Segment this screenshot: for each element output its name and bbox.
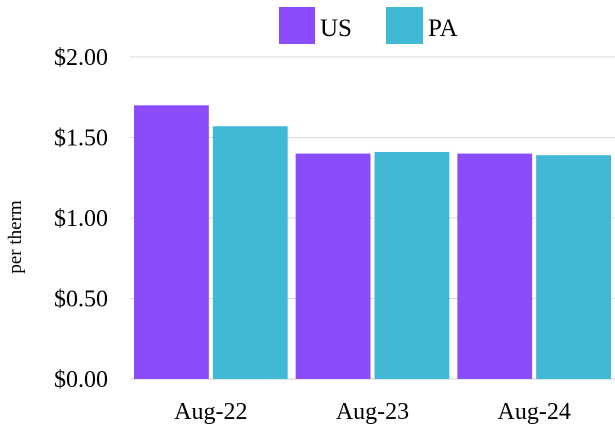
legend-item-us: US xyxy=(279,7,352,44)
legend: US PA xyxy=(279,7,458,44)
legend-swatch-us xyxy=(279,7,315,44)
legend-swatch-pa xyxy=(386,7,423,44)
y-axis-title: per therm xyxy=(5,200,26,274)
bar-pa-aug-22 xyxy=(212,126,288,379)
bar-pa-aug-24 xyxy=(536,155,611,379)
bars xyxy=(134,105,611,380)
x-tick-label: Aug-22 xyxy=(174,399,247,425)
x-tick-label: Aug-24 xyxy=(498,399,571,425)
y-tick-label: $1.00 xyxy=(54,206,108,232)
bar-pa-aug-23 xyxy=(374,151,450,379)
y-tick-label: $0.50 xyxy=(54,287,108,313)
y-tick-label: $1.50 xyxy=(54,126,108,152)
x-tick-label: Aug-23 xyxy=(336,399,409,425)
bar-us-aug-23 xyxy=(295,153,371,379)
bar-us-aug-24 xyxy=(457,153,533,379)
x-axis: Aug-22 Aug-23 Aug-24 xyxy=(174,399,571,425)
y-axis: per therm $0.00 $0.50 $1.00 $1.50 $2.00 xyxy=(5,45,108,393)
y-tick-label: $2.00 xyxy=(54,45,108,71)
gridlines xyxy=(130,56,615,380)
legend-label-us: US xyxy=(320,15,352,42)
legend-label-pa: PA xyxy=(428,15,458,42)
y-tick-label: $0.00 xyxy=(54,367,108,393)
bar-us-aug-22 xyxy=(134,105,209,380)
legend-item-pa: PA xyxy=(386,7,458,44)
